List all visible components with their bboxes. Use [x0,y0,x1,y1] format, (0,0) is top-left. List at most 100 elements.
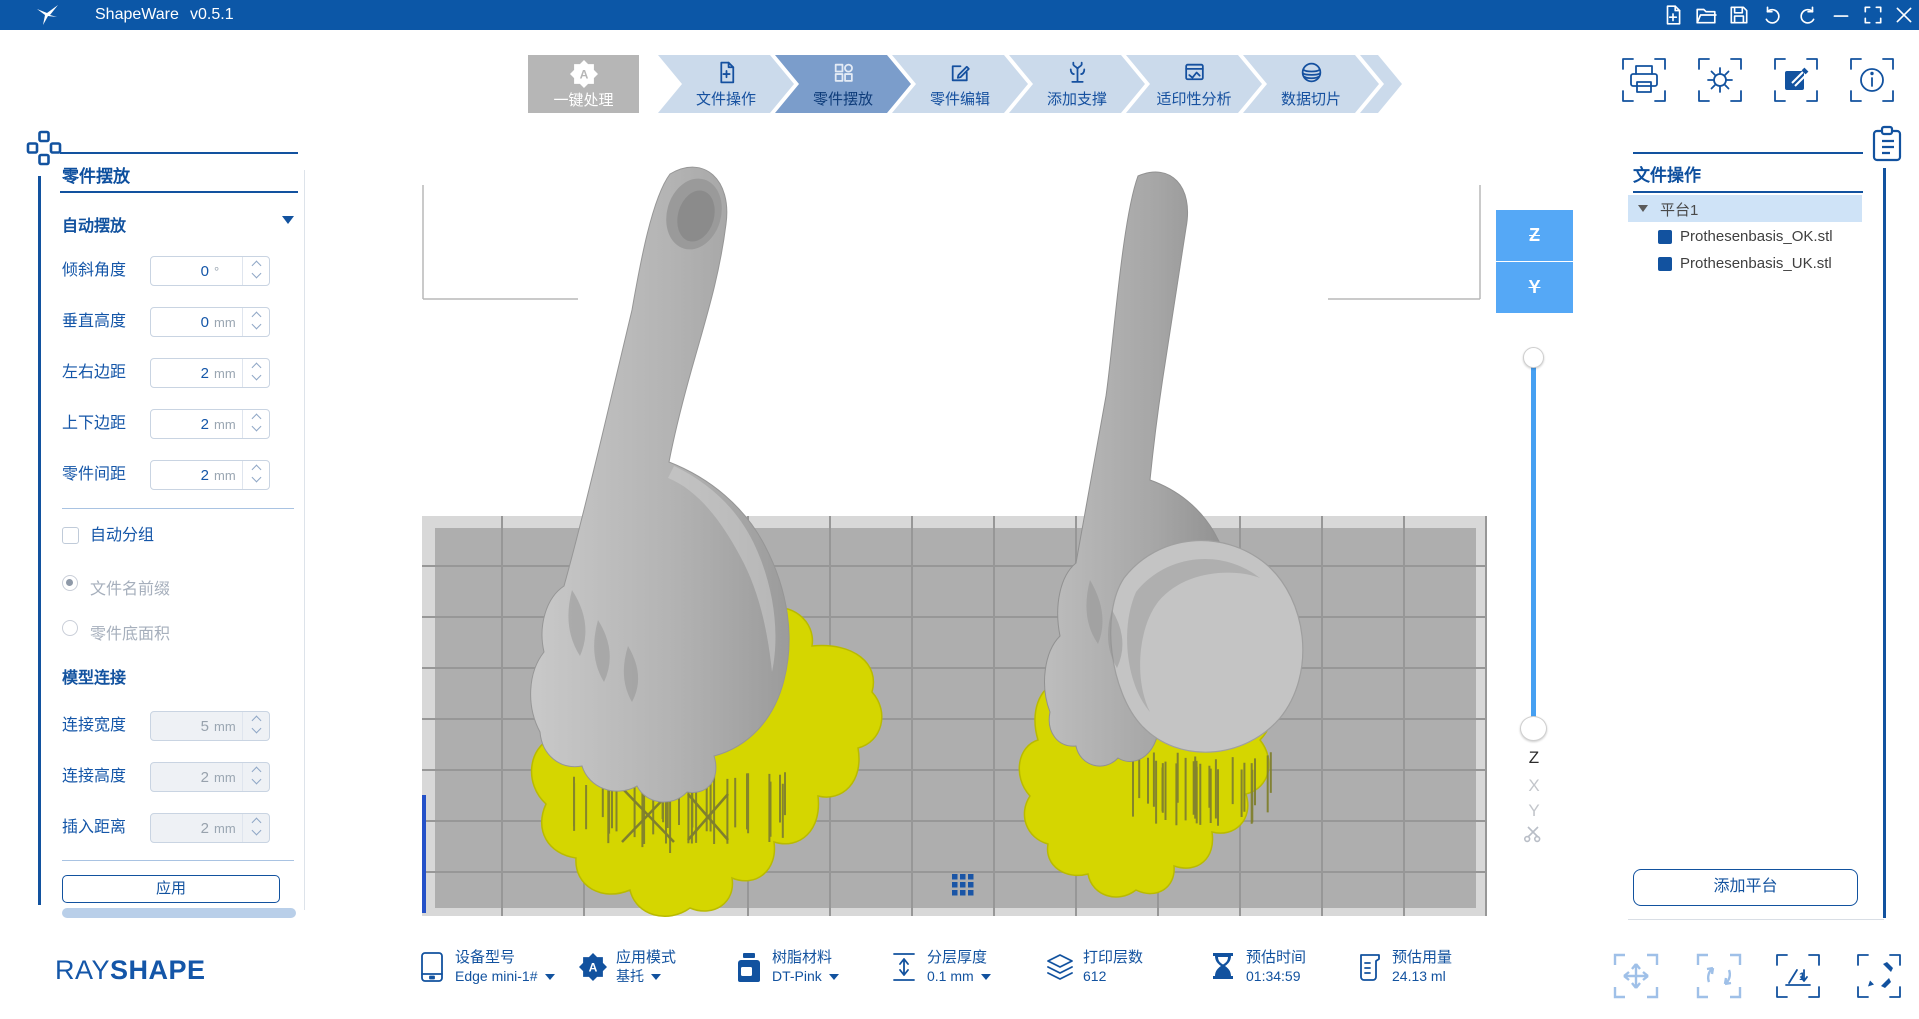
move-tool-button[interactable] [1612,951,1660,1001]
axis-x-label[interactable]: X [1528,776,1540,795]
platform-label[interactable]: 平台1 [1660,202,1699,219]
file-color-swatch [1658,230,1672,244]
stepper[interactable] [242,712,269,740]
flip-y-button[interactable]: Y [1496,262,1573,313]
stepper[interactable] [242,308,269,336]
print-button[interactable] [1620,55,1668,105]
settings-button[interactable] [1696,55,1744,105]
support-pen-button[interactable] [1855,951,1903,1001]
step-data-slicing[interactable]: 数据切片 [1243,55,1379,113]
stepper[interactable] [242,257,269,285]
status-value[interactable]: 0.1 mm [927,968,974,984]
file-name[interactable]: Prothesenbasis_OK.stl [1680,228,1833,245]
status-value[interactable]: DT-Pink [772,968,822,984]
support-pillars[interactable] [573,752,1272,853]
chevron-down-icon[interactable] [980,974,991,981]
layer-slider-bottom-handle[interactable] [1520,716,1547,741]
auto-place-section[interactable]: 自动摆放 [62,218,127,235]
scissors-icon[interactable] [1524,826,1544,844]
part-base-area-label[interactable]: 零件底面积 [90,626,171,643]
step-label: 零件编辑 [929,91,990,108]
vertical-height-input[interactable]: 0 mm [150,307,270,337]
step-add-supports[interactable]: 添加支撑 [1009,55,1145,113]
viewport-3d[interactable] [422,140,1487,930]
connect-height-input[interactable]: 2 mm [150,762,270,792]
layer-count-icon [1047,954,1073,980]
stepper[interactable] [242,410,269,438]
axis-y-label[interactable]: Y [1528,801,1540,820]
stepper[interactable] [242,359,269,387]
close-icon[interactable] [1893,4,1915,26]
minimize-icon[interactable] [1830,4,1852,26]
status-value[interactable]: Edge mini-1# [455,968,538,984]
insert-distance-input[interactable]: 2 mm [150,813,270,843]
auto-group-row: 自动分组 [60,527,296,547]
one-click-process-button[interactable]: A 一键处理 [528,55,639,113]
model-prothesenbasis-ok[interactable] [530,166,790,803]
step-file-operations[interactable]: 文件操作 [658,55,794,113]
status-value[interactable]: 基托 [616,968,644,984]
stepper[interactable] [242,763,269,791]
auto-group-label[interactable]: 自动分组 [90,527,155,544]
tilt-angle-input[interactable]: 0 ° [150,256,270,286]
step-part-placement[interactable]: 零件摆放 [775,55,911,113]
platform-tree-row[interactable]: 平台1 [1628,195,1862,222]
plate-center-marker-icon[interactable] [952,874,974,896]
svg-text:A: A [580,68,589,82]
apply-button[interactable]: 应用 [62,875,280,903]
chevron-down-icon[interactable] [544,974,555,981]
place-on-platform-button[interactable]: 1 [1774,951,1822,1001]
auto-group-checkbox[interactable] [62,527,79,544]
field-value[interactable]: 5 [200,717,209,735]
model-prothesenbasis-uk[interactable] [1044,171,1304,767]
radio-row-part-base-area: 零件底面积 [60,620,296,643]
field-value[interactable]: 2 [200,819,209,837]
field-value[interactable]: 2 [200,768,209,786]
info-button[interactable] [1848,55,1896,105]
part-base-area-radio[interactable] [62,620,78,636]
add-platform-button[interactable]: 添加平台 [1633,869,1858,906]
new-file-icon[interactable] [1662,4,1684,26]
lr-margin-input[interactable]: 2 mm [150,358,270,388]
vertical-scrollbar-track[interactable] [304,170,305,910]
stepper[interactable] [242,814,269,842]
filename-prefix-radio[interactable] [62,575,78,591]
step-part-edit[interactable]: 零件编辑 [892,55,1028,113]
field-row-connect-height: 连接高度 2 mm [62,762,298,796]
connect-width-input[interactable]: 5 mm [150,711,270,741]
maximize-icon[interactable] [1862,4,1884,26]
step-printability-analysis[interactable]: 适印性分析 [1126,55,1262,113]
field-value[interactable]: 2 [200,415,209,433]
save-icon[interactable] [1728,4,1750,26]
part-spacing-input[interactable]: 2 mm [150,460,270,490]
file-row[interactable]: Prothesenbasis_UK.stl [1628,251,1862,278]
field-row-connect-width: 连接宽度 5 mm [62,711,298,745]
redo-icon[interactable] [1796,4,1818,26]
step-label: 适印性分析 [1156,91,1232,108]
axis-z-label[interactable]: Z [1528,748,1540,767]
field-value[interactable]: 2 [200,364,209,382]
rotate-tool-button[interactable] [1695,951,1743,1001]
flip-z-button[interactable]: Z [1496,210,1573,261]
undo-icon[interactable] [1762,4,1784,26]
tree-expand-caret-icon[interactable] [1638,205,1648,212]
svg-text:A: A [589,961,598,975]
task-list-icon[interactable] [1870,125,1904,163]
field-value[interactable]: 0 [200,262,209,280]
horizontal-scrollbar[interactable] [62,908,296,918]
file-row[interactable]: Prothesenbasis_OK.stl [1628,224,1862,251]
chevron-down-icon[interactable] [651,974,661,981]
field-value[interactable]: 0 [200,313,209,331]
stepper[interactable] [242,461,269,489]
open-folder-icon[interactable] [1695,4,1717,26]
field-value[interactable]: 2 [200,466,209,484]
chevron-down-icon[interactable] [828,974,839,981]
edit-profile-button[interactable] [1772,55,1820,105]
layer-slider-top-handle[interactable] [1523,347,1544,368]
file-name[interactable]: Prothesenbasis_UK.stl [1680,255,1832,272]
tb-margin-input[interactable]: 2 mm [150,409,270,439]
filename-prefix-label[interactable]: 文件名前缀 [90,581,171,598]
placement-panel: 零件摆放 自动摆放 倾斜角度 0 ° 垂直高度 0 mm 左右边距 2 mm 上… [60,110,306,920]
chevron-down-icon[interactable] [282,216,294,224]
layer-slider-track[interactable] [1531,360,1536,730]
